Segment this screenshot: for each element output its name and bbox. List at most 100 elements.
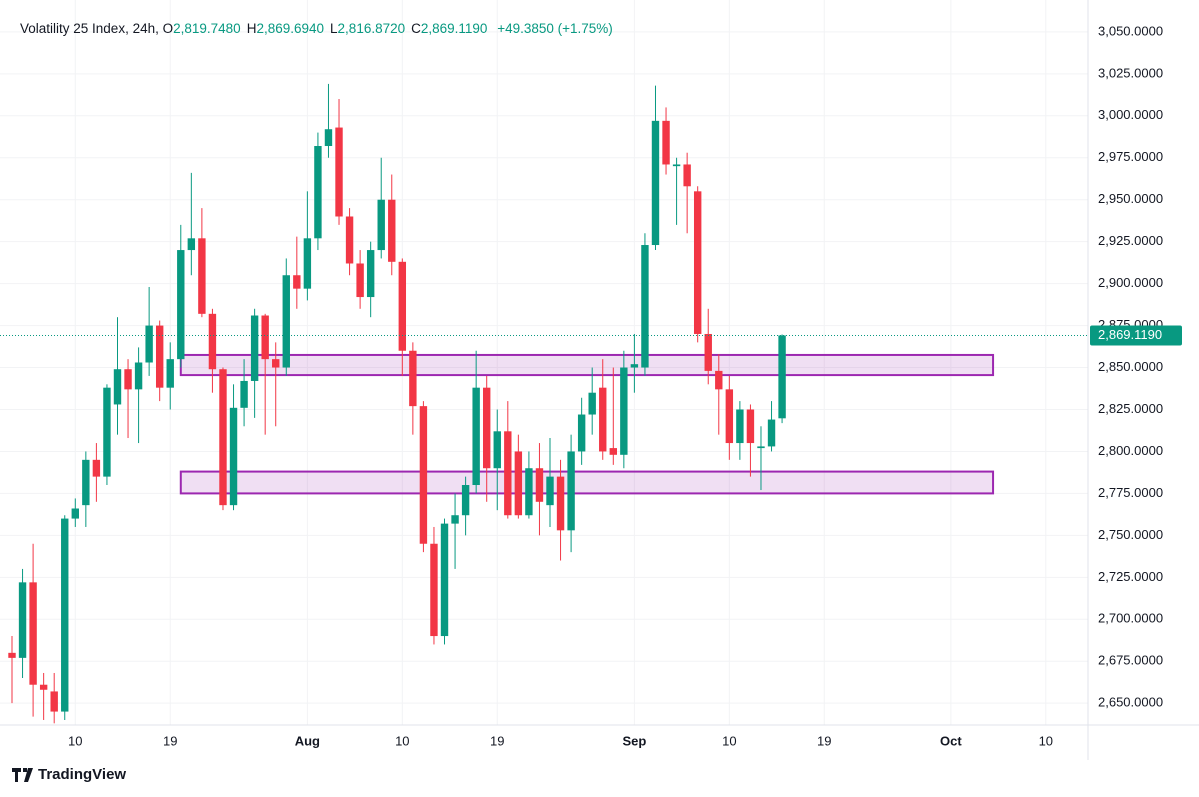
candle-body [113,369,122,405]
candle-body [472,387,480,486]
candle-body [440,523,449,637]
candle-body [187,238,196,251]
y-tick-label: 2,925.0000 [1098,233,1163,248]
ohlc-key: O [162,21,174,36]
candle-body [324,129,333,147]
candle-body [715,370,723,390]
ohlc-value: 2,869.1190 [420,21,488,36]
candle-body [641,245,649,368]
candle-body [388,199,396,262]
candle-body [229,407,238,506]
candle-body [599,387,607,452]
candle-body [504,431,512,516]
last-price-label: 2,869.1190 [1098,327,1162,342]
y-tick-label: 3,025.0000 [1098,65,1163,80]
candle-body [134,362,143,390]
candle-body [609,448,617,455]
x-tick-label: 10 [395,733,409,748]
candle-body [208,313,217,370]
candle-body [29,582,37,685]
candle-body [261,315,269,360]
candle-body [314,146,322,239]
y-tick-label: 2,950.0000 [1098,191,1163,206]
candle-body [240,380,248,408]
candle-body [92,459,101,477]
y-tick-label: 2,775.0000 [1098,485,1163,500]
x-tick-label: 10 [722,733,736,748]
candle-body [419,406,428,544]
change: +49.3850 (+1.75%) [497,21,613,36]
candle-body [82,459,90,506]
y-tick-label: 2,750.0000 [1098,527,1163,542]
zone [179,470,995,495]
candle-body [124,369,132,390]
y-tick-label: 3,000.0000 [1098,107,1163,122]
ohlc-value: 2,869.6940 [256,21,325,36]
y-tick-label: 2,650.0000 [1098,695,1163,710]
candle-body [103,387,111,477]
candle-body [525,468,533,516]
x-tick-label: Sep [622,733,646,748]
candle-body [61,518,69,712]
candle-body [398,261,407,351]
candle-body [145,325,153,363]
x-tick-label: 19 [163,733,177,748]
candle-body [293,275,301,289]
candle-body [588,392,596,415]
y-tick-label: 3,050.0000 [1098,23,1163,38]
y-tick-label: 2,800.0000 [1098,443,1163,458]
candle-body [483,387,491,469]
candle-body [662,120,670,165]
candle-body [757,446,765,449]
candle-body [725,389,734,444]
candle-body [451,515,459,524]
candle-body [282,275,290,368]
chart-title: Volatility 25 Index, 24h, [20,21,159,36]
y-tick-label: 2,900.0000 [1098,275,1163,290]
candle-body [71,508,79,519]
candle-body [461,485,470,516]
candle-body [778,335,786,419]
y-tick-label: 2,725.0000 [1098,569,1163,584]
candle-body [535,468,544,502]
candle-body [50,691,58,712]
candle-body [8,652,16,658]
x-tick-label: Oct [940,733,962,748]
candle-body [335,127,343,217]
candle-body [514,451,523,516]
candle-body [683,164,691,187]
brand: TradingView [12,766,126,783]
candle-body [366,250,375,298]
candle-body [198,238,206,314]
candle-body [219,369,227,506]
ohlc-value: 2,819.7480 [173,21,241,36]
candle-body [356,263,364,298]
candle-body [567,451,575,531]
legend-header: Volatility 25 Index, 24h, O2,819.7480 H2,… [20,21,619,36]
candle-body [272,359,280,368]
y-tick-label: 2,825.0000 [1098,401,1163,416]
ohlc-key: L [330,21,338,36]
candle-body [693,191,702,334]
candle-body [620,367,628,455]
last-price-box [1090,325,1182,346]
candle-body [577,414,586,452]
brand-name: TradingView [38,766,127,783]
candle-body [672,164,681,167]
candle-body [767,419,776,447]
ohlc-key: H [246,21,257,36]
x-tick-label: 19 [490,733,504,748]
y-tick-label: 2,675.0000 [1098,653,1163,668]
x-tick-label: Aug [295,733,320,748]
x-tick-label: 10 [1039,733,1053,748]
x-tick-label: 19 [817,733,831,748]
candle-body [177,250,185,360]
candle-body [166,359,174,388]
brand-logo [12,767,33,782]
y-tick-label: 2,700.0000 [1098,611,1163,626]
candle-body [155,325,164,388]
candle-body [746,409,755,444]
candle-body [377,199,385,251]
